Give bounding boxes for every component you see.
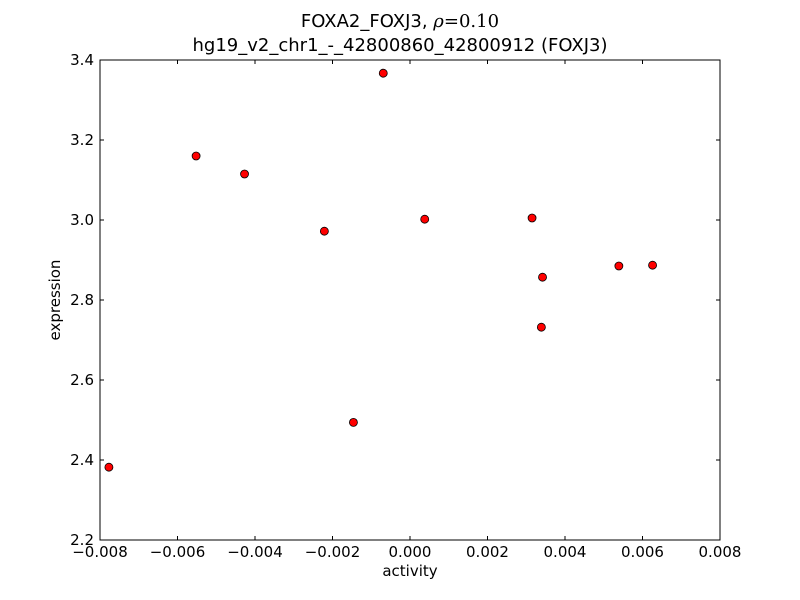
chart-title-line2: hg19_v2_chr1_-_42800860_42800912 (FOXJ3) (192, 35, 608, 56)
x-tick-label: −0.008 (72, 543, 128, 561)
title-rho-value: =0.10 (443, 11, 500, 32)
y-tick-label: 3.4 (70, 51, 94, 69)
y-tick-label: 2.8 (70, 291, 94, 309)
x-tick-label: −0.004 (227, 543, 283, 561)
x-tick-label: 0.004 (544, 543, 587, 561)
data-point (319, 226, 329, 236)
x-axis-ticks: −0.008 −0.006 −0.004 −0.002 0.000 0.002 0.004 0… (72, 60, 741, 561)
data-point (240, 169, 249, 179)
title-rho-symbol: ρ (433, 11, 444, 32)
data-point (536, 322, 546, 332)
data-point (349, 417, 358, 427)
data-point (420, 214, 430, 224)
data-point (538, 272, 547, 282)
x-tick-label: 0.008 (699, 543, 742, 561)
plot-area (99, 59, 721, 541)
chart-title-line1: FOXA2_FOXJ3, ρ=0.10 (0, 11, 800, 32)
y-axis-label: expression (46, 260, 64, 341)
x-tick-label: −0.002 (305, 543, 361, 561)
x-tick-label: −0.006 (150, 543, 206, 561)
x-axis-label: activity (382, 562, 437, 580)
y-tick-label: 3.2 (70, 131, 94, 149)
x-tick-label: 0.002 (466, 543, 509, 561)
data-point (527, 213, 537, 223)
y-tick-label: 3.0 (70, 211, 94, 229)
data-point (191, 151, 201, 161)
x-tick-label: 0.000 (389, 543, 432, 561)
data-points (104, 68, 657, 472)
y-tick-label: 2.4 (70, 451, 94, 469)
x-tick-label: 0.006 (621, 543, 664, 561)
data-point (104, 462, 114, 472)
y-tick-label: 2.2 (70, 531, 94, 549)
data-point (648, 260, 657, 270)
y-tick-label: 2.6 (70, 371, 94, 389)
data-point (614, 261, 624, 271)
data-point (378, 68, 388, 78)
y-axis-ticks: 2.2 2.4 2.6 2.8 3.0 3.2 3.4 (70, 51, 720, 549)
title-prefix: FOXA2_FOXJ3, (300, 11, 434, 32)
